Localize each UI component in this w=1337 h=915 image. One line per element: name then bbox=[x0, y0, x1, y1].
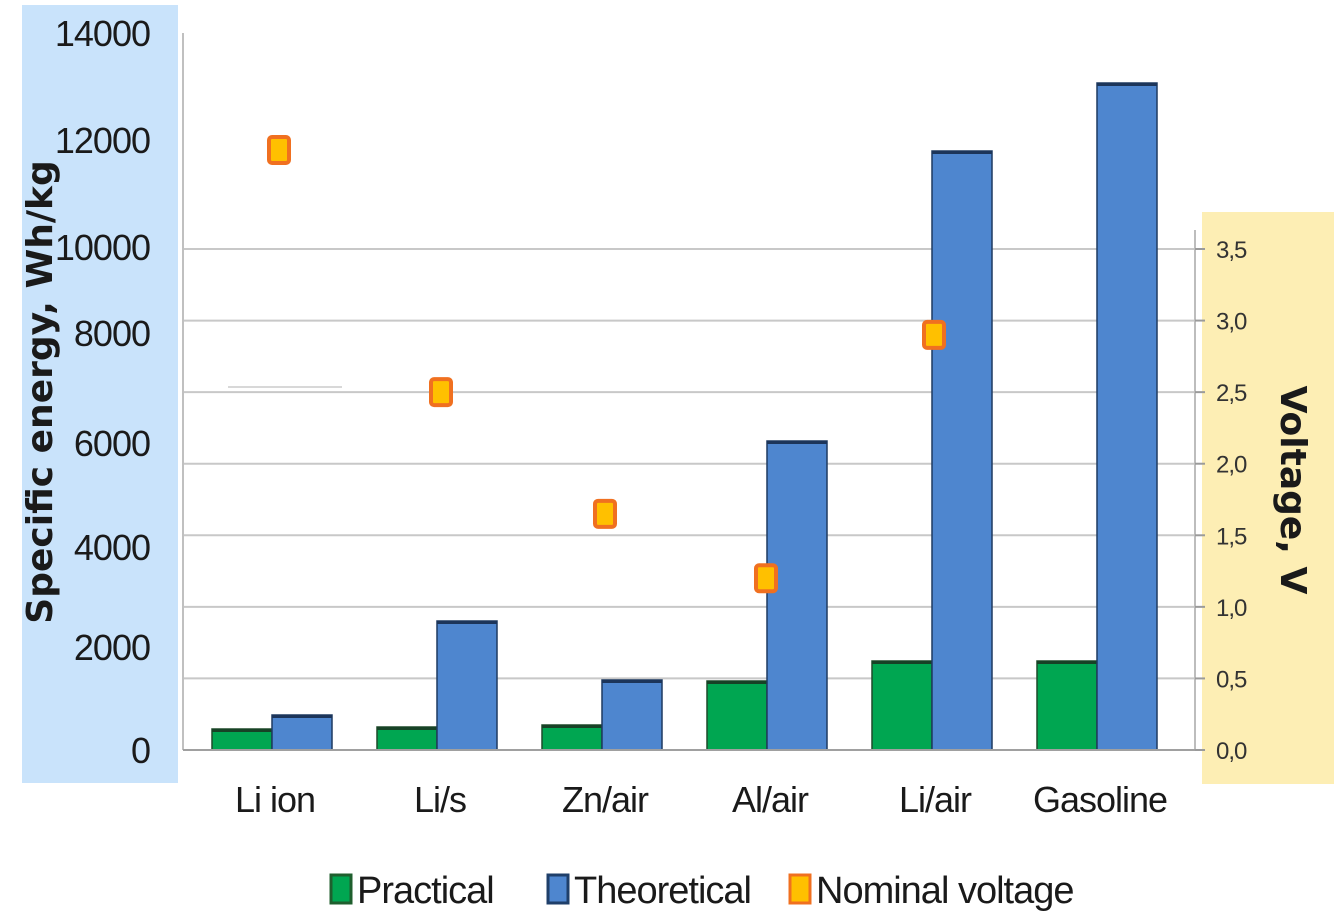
category-label: Li ion bbox=[235, 779, 315, 820]
bar-theoretical-1 bbox=[436, 620, 498, 751]
category-label: Al/air bbox=[732, 779, 809, 820]
right-tick-label: 0,5 bbox=[1216, 666, 1247, 693]
voltage-marker-3 bbox=[754, 563, 778, 594]
bar-theoretical-cap-2 bbox=[602, 680, 662, 683]
bar-theoretical-cap-4 bbox=[932, 151, 992, 154]
right-tick-label: 1,0 bbox=[1216, 595, 1247, 622]
bar-practical-cap-1 bbox=[377, 727, 437, 730]
left-tick-label: 4000 bbox=[74, 527, 150, 568]
right-tick-label: 3,0 bbox=[1216, 309, 1247, 336]
bar-practical-1 bbox=[376, 726, 438, 751]
bar-practical-5 bbox=[1036, 660, 1098, 751]
bar-theoretical-4 bbox=[931, 150, 993, 751]
legend-label: Practical bbox=[357, 870, 494, 912]
voltage-marker-1 bbox=[429, 377, 453, 408]
bar-theoretical-2 bbox=[601, 679, 663, 751]
legend-swatch-2 bbox=[788, 873, 812, 905]
voltage-marker-4 bbox=[922, 319, 946, 350]
voltage-marker-0 bbox=[267, 135, 291, 165]
bar-practical-0 bbox=[211, 728, 273, 751]
left-tick-label: 0 bbox=[131, 730, 150, 771]
left-tick-label: 8000 bbox=[74, 313, 150, 354]
category-label: Zn/air bbox=[562, 779, 649, 820]
bar-theoretical-5 bbox=[1096, 82, 1158, 751]
legend-label: Theoretical bbox=[574, 870, 751, 912]
left-axis-panel bbox=[22, 5, 178, 783]
bar-theoretical-3 bbox=[766, 440, 828, 751]
right-tick-label: 1,5 bbox=[1216, 523, 1247, 550]
bar-practical-3 bbox=[706, 680, 768, 751]
bar-practical-cap-5 bbox=[1037, 661, 1097, 664]
left-tick-label: 6000 bbox=[74, 423, 150, 464]
left-tick-label: 12000 bbox=[55, 120, 150, 161]
voltage-marker-2 bbox=[593, 498, 617, 529]
right-axis-panel bbox=[1202, 212, 1334, 784]
bar-theoretical-cap-1 bbox=[437, 621, 497, 624]
right-tick-label: 3,5 bbox=[1216, 237, 1247, 264]
legend-swatch-1 bbox=[546, 873, 570, 905]
bar-practical-cap-3 bbox=[707, 681, 767, 684]
category-label: Li/s bbox=[414, 779, 466, 820]
right-tick-label: 0,0 bbox=[1216, 738, 1247, 765]
legend-swatch-0 bbox=[329, 873, 353, 905]
category-label: Gasoline bbox=[1033, 779, 1167, 820]
bar-practical-cap-0 bbox=[212, 729, 272, 732]
left-tick-label: 10000 bbox=[55, 227, 150, 268]
bar-theoretical-cap-5 bbox=[1097, 83, 1157, 86]
right-tick-label: 2,5 bbox=[1216, 380, 1247, 407]
bar-practical-4 bbox=[871, 660, 933, 751]
right-axis-title: Voltage, V bbox=[1272, 386, 1313, 595]
left-tick-label: 2000 bbox=[74, 627, 150, 668]
bar-practical-cap-2 bbox=[542, 725, 602, 728]
legend-label: Nominal voltage bbox=[816, 870, 1073, 912]
category-label: Li/air bbox=[899, 779, 972, 820]
bar-practical-cap-4 bbox=[872, 661, 932, 664]
left-axis-title: Specific energy, Wh/kg bbox=[20, 160, 61, 623]
left-tick-label: 14000 bbox=[55, 13, 150, 54]
bar-theoretical-0 bbox=[271, 714, 333, 751]
bar-practical-2 bbox=[541, 724, 603, 751]
right-tick-label: 2,0 bbox=[1216, 452, 1247, 479]
bar-theoretical-cap-0 bbox=[272, 715, 332, 718]
bar-theoretical-cap-3 bbox=[767, 441, 827, 444]
